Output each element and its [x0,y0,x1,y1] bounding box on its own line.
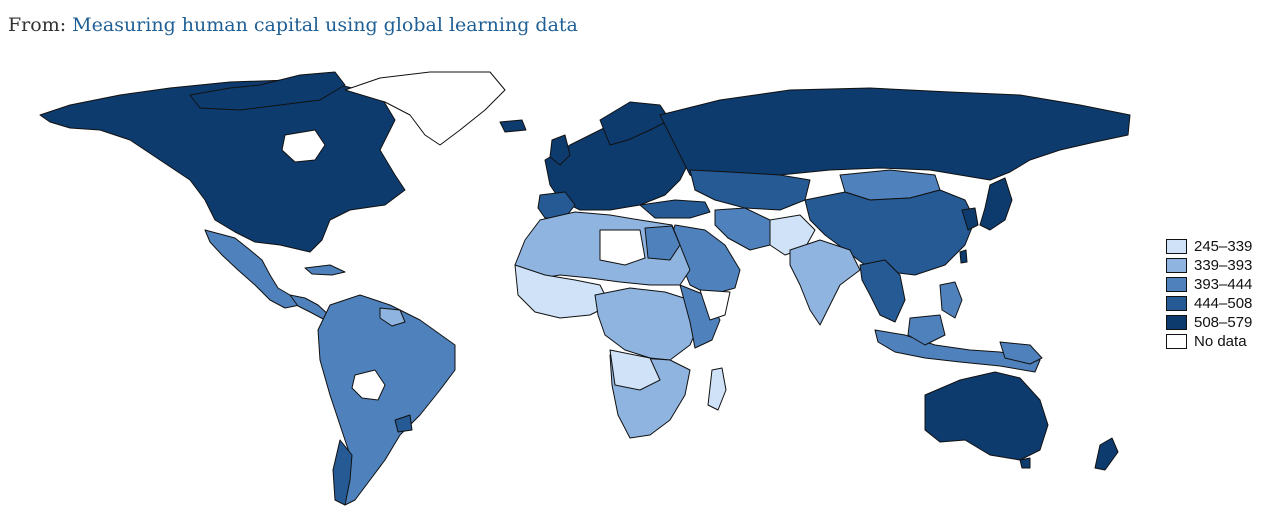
region-egypt [644,225,681,261]
legend-label: 245–339 [1194,238,1253,255]
region-caribbean [304,264,346,276]
region-angola-zambia [609,349,661,391]
legend-swatch [1166,296,1187,311]
region-madagascar [707,367,727,411]
legend-item: 339–393 [1166,256,1252,275]
region-bolivia-paraguay [351,369,386,401]
region-greenland [344,71,506,146]
region-hudson-bay-water [281,129,326,163]
region-arctic-islands [189,71,346,111]
region-philippines [939,281,963,319]
world-choropleth-map [0,60,1140,518]
legend-item: No data [1166,332,1252,351]
region-south-america [317,294,456,506]
region-central-asia [689,169,811,211]
region-malaysia-indonesia [874,329,1041,373]
legend-item: 393–444 [1166,275,1252,294]
legend-label: 508–579 [1194,314,1253,331]
legend-label: 393–444 [1194,276,1253,293]
region-scandinavia [599,101,671,146]
region-china [804,189,976,276]
legend-swatch [1166,239,1187,254]
region-india [789,239,861,326]
region-taiwan [959,249,968,264]
legend-label: 339–393 [1194,257,1253,274]
legend-label: No data [1194,333,1247,350]
legend-swatch [1166,277,1187,292]
legend-label: 444–508 [1194,295,1253,312]
region-turkey [639,199,711,219]
region-guianas [379,307,406,327]
legend-swatch [1166,334,1187,349]
region-papua-new-guinea [999,341,1043,365]
world-map-svg [39,71,1131,506]
region-iceland [499,119,527,133]
legend-swatch [1166,258,1187,273]
map-legend: 245–339 339–393 393–444 444–508 508–579 … [1166,237,1252,351]
region-north-america [39,79,406,253]
region-indochina [859,259,906,323]
region-uruguay [394,414,413,433]
source-article-link[interactable]: Measuring human capital using global lea… [72,14,578,36]
region-australia [924,371,1049,461]
region-horn-of-africa [699,289,731,321]
region-tasmania [1019,457,1031,469]
region-borneo [907,314,946,346]
source-prefix: From: [8,14,73,36]
region-central-africa [594,287,701,361]
legend-item: 508–579 [1166,313,1252,332]
region-uk [549,134,571,166]
region-korea [961,207,979,231]
region-central-america [289,294,331,321]
legend-item: 444–508 [1166,294,1252,313]
region-japan [979,177,1013,231]
legend-swatch [1166,315,1187,330]
region-new-zealand [1094,437,1119,471]
figure-source-header: From: Measuring human capital using glob… [8,14,578,36]
region-chile-argentina-south [332,439,353,506]
region-libya [599,229,646,266]
legend-item: 245–339 [1166,237,1252,256]
region-iran [714,207,771,251]
